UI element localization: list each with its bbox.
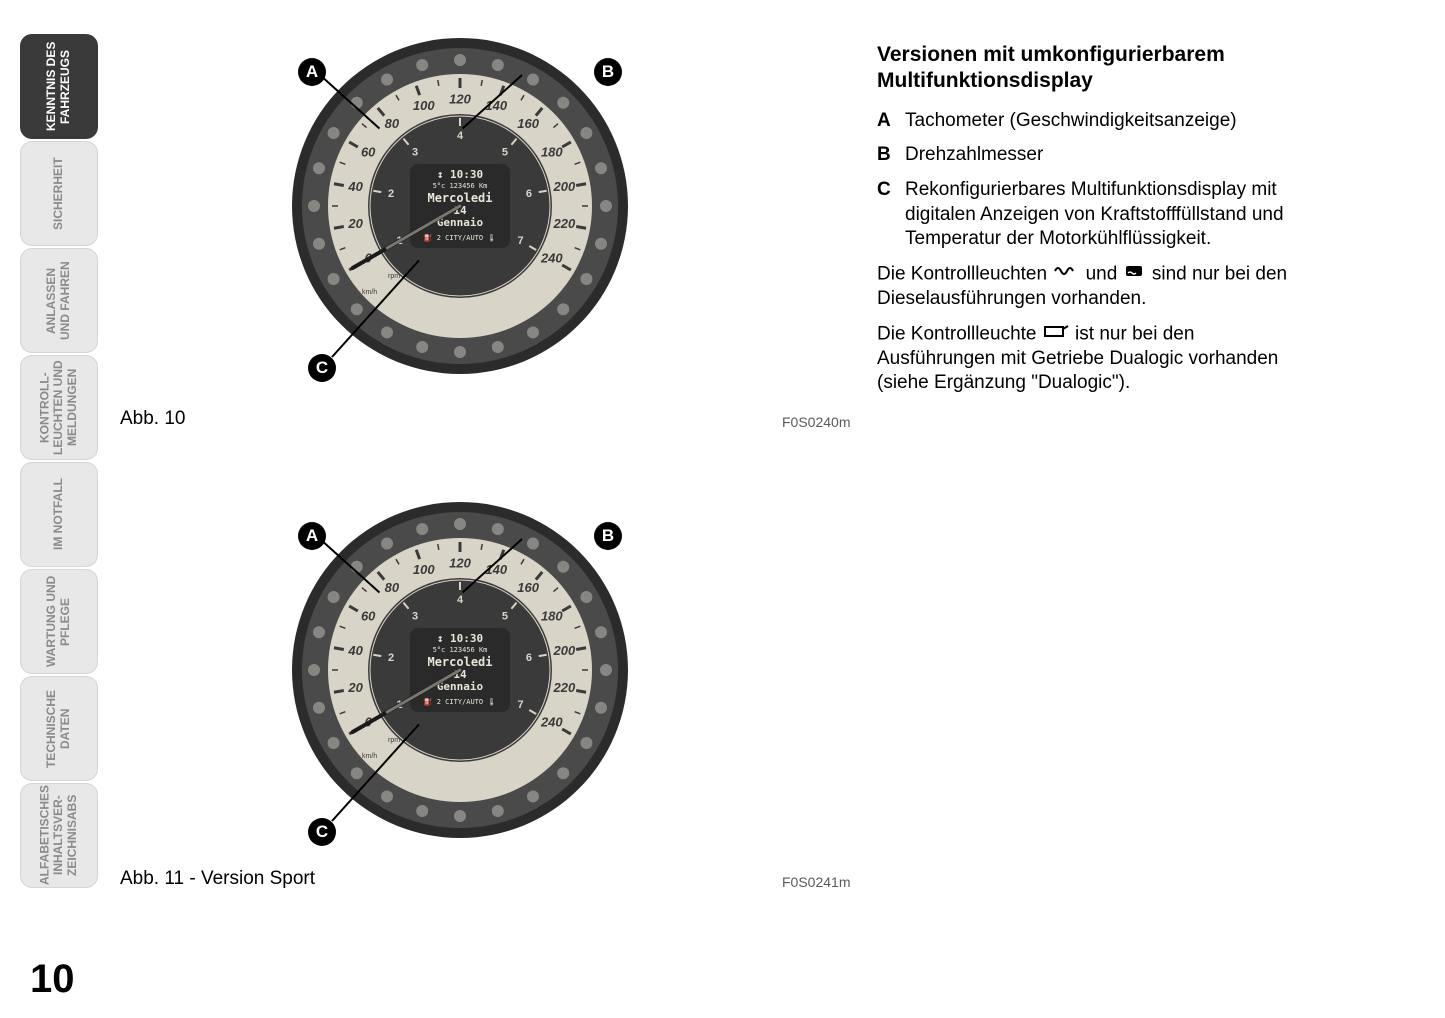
svg-text:40: 40: [347, 643, 363, 658]
svg-text:180: 180: [541, 144, 563, 159]
svg-text:220: 220: [553, 680, 576, 695]
callout-A-2: A: [298, 522, 326, 550]
svg-text:km/h: km/h: [362, 289, 377, 296]
svg-text:4: 4: [457, 130, 464, 142]
svg-text:100: 100: [413, 562, 435, 577]
callout-C: C: [308, 354, 336, 382]
figure-11-gauge: 0204060801001201401601802002202401234567…: [290, 500, 630, 840]
gauge-svg-sport: 0204060801001201401601802002202401234567…: [290, 500, 630, 840]
svg-text:6: 6: [526, 188, 532, 200]
svg-text:60: 60: [361, 608, 376, 623]
svg-text:7: 7: [518, 699, 524, 711]
svg-text:Gennaio: Gennaio: [437, 216, 484, 229]
water-in-fuel-icon: [1124, 262, 1146, 287]
figure-11-label: Abb. 11 - Version Sport: [120, 868, 315, 890]
list-item-A: A Tachometer (Geschwindigkeitsanzeige): [877, 109, 1297, 134]
paragraph-diesel-lights: Die Kontrollleuchten und sind nur bei de…: [877, 262, 1297, 312]
svg-text:6: 6: [526, 652, 532, 664]
svg-text:Mercoledi: Mercoledi: [427, 655, 492, 669]
svg-text:60: 60: [361, 144, 376, 159]
glowplug-icon: [1053, 262, 1079, 287]
svg-text:↕ 10:30: ↕ 10:30: [437, 168, 483, 181]
list-item-B: B Drehzahlmesser: [877, 143, 1297, 168]
svg-text:Gennaio: Gennaio: [437, 680, 484, 693]
svg-text:5: 5: [502, 610, 508, 622]
svg-text:40: 40: [347, 179, 363, 194]
tab-wartung[interactable]: WARTUNG UND PFLEGE: [20, 569, 98, 674]
svg-text:7: 7: [518, 235, 524, 247]
tab-notfall[interactable]: IM NOTFALL: [20, 462, 98, 567]
section-tabs: KENNTNIS DES FAHRZEUGS SICHERHEIT ANLASS…: [20, 34, 98, 888]
svg-text:↕ 10:30: ↕ 10:30: [437, 632, 483, 645]
figure-10-ref: F0S0240m: [782, 414, 850, 430]
callout-C-2: C: [308, 818, 336, 846]
svg-text:160: 160: [517, 116, 539, 131]
svg-text:⛽ 2 CITY/AUTO 🌡: ⛽ 2 CITY/AUTO 🌡: [424, 697, 496, 706]
gearbox-failure-icon: [1043, 322, 1069, 347]
right-heading: Versionen mit umkonfigurierbarem Multifu…: [877, 42, 1297, 95]
page-number: 10: [30, 957, 75, 1002]
svg-text:100: 100: [413, 98, 435, 113]
paragraph-dualogic-light: Die Kontrollleuchte ist nur bei den Ausf…: [877, 322, 1297, 396]
svg-text:3: 3: [412, 146, 418, 158]
tab-anlassen[interactable]: ANLASSEN UND FAHREN: [20, 248, 98, 353]
gauge-svg: 0204060801001201401601802002202401234567…: [290, 36, 630, 376]
tab-kenntnis[interactable]: KENNTNIS DES FAHRZEUGS: [20, 34, 98, 139]
svg-text:2: 2: [388, 652, 394, 664]
list-item-C: C Rekonfigurierbares Multifunktionsdispl…: [877, 178, 1297, 252]
figure-10-gauge: 0204060801001201401601802002202401234567…: [290, 36, 630, 376]
svg-text:5°c 123456 Km: 5°c 123456 Km: [433, 182, 488, 190]
svg-text:240: 240: [540, 250, 563, 265]
svg-text:80: 80: [385, 580, 400, 595]
tab-technische[interactable]: TECHNISCHE DATEN: [20, 676, 98, 781]
svg-text:⛽ 2 CITY/AUTO 🌡: ⛽ 2 CITY/AUTO 🌡: [424, 233, 496, 242]
svg-text:220: 220: [553, 216, 576, 231]
definition-list: A Tachometer (Geschwindigkeitsanzeige) B…: [877, 109, 1297, 252]
svg-text:5: 5: [502, 146, 508, 158]
right-column: Versionen mit umkonfigurierbarem Multifu…: [877, 42, 1297, 396]
svg-text:4: 4: [457, 594, 464, 606]
svg-text:5°c 123456 Km: 5°c 123456 Km: [433, 646, 488, 654]
tab-sicherheit[interactable]: SICHERHEIT: [20, 141, 98, 246]
svg-text:240: 240: [540, 714, 563, 729]
callout-A: A: [298, 58, 326, 86]
svg-text:200: 200: [553, 643, 576, 658]
svg-text:180: 180: [541, 608, 563, 623]
callout-B: B: [594, 58, 622, 86]
callout-B-2: B: [594, 522, 622, 550]
svg-text:3: 3: [412, 610, 418, 622]
tab-alfabetisches[interactable]: ALFABETISCHES INHALTSVER-ZEICHNISABS: [20, 783, 98, 888]
svg-text:km/h: km/h: [362, 753, 377, 760]
tab-kontrollleuchten[interactable]: KONTROLL-LEUCHTEN UND MELDUNGEN: [20, 355, 98, 460]
figure-11-ref: F0S0241m: [782, 874, 850, 890]
svg-text:200: 200: [553, 179, 576, 194]
svg-text:120: 120: [449, 555, 471, 570]
svg-text:2: 2: [388, 188, 394, 200]
svg-text:160: 160: [517, 580, 539, 595]
svg-text:20: 20: [347, 216, 363, 231]
svg-text:80: 80: [385, 116, 400, 131]
svg-text:120: 120: [449, 91, 471, 106]
svg-text:20: 20: [347, 680, 363, 695]
figure-10-label: Abb. 10: [120, 408, 186, 430]
svg-text:Mercoledi: Mercoledi: [427, 191, 492, 205]
